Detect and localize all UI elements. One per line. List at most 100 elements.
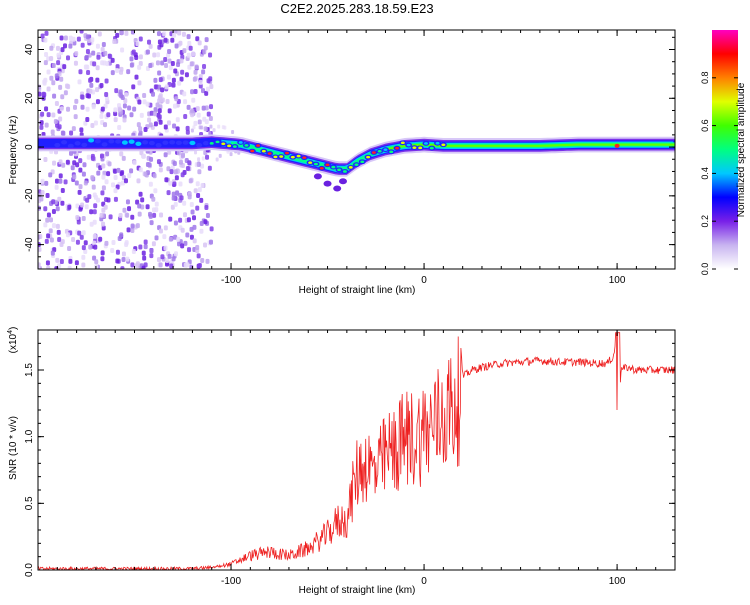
spectrogram-noise-cell	[83, 64, 88, 70]
spectrogram-noise-cell	[165, 99, 170, 105]
spectrogram-noise-cell	[115, 68, 120, 74]
spectrogram-noise-cell	[190, 128, 194, 133]
spectrogram-signal-blob	[67, 143, 74, 149]
spectrogram-noise-cell	[45, 217, 50, 223]
spectrogram-noise-cell	[110, 57, 115, 63]
spectrogram-noise-cell	[186, 52, 191, 58]
spectrogram-noise-cell	[158, 167, 163, 173]
spectrogram-noise-cell	[178, 40, 183, 46]
spectrogram-noise-cell	[112, 38, 117, 44]
spectrogram-signal-blob	[94, 138, 101, 144]
spectrogram-noise-cell	[131, 49, 136, 55]
spectrogram-noise-cell	[57, 196, 62, 202]
snr-y-tick-label: 0.5	[24, 496, 35, 510]
spectrogram-noise-cell	[134, 54, 139, 60]
spectrogram-signal-blob-core	[429, 146, 434, 150]
spectrogram-noise-cell	[188, 178, 193, 184]
spectrogram-noise-cell	[166, 120, 171, 126]
spectrogram-noise-cell	[183, 240, 188, 246]
spectrogram-noise-cell	[186, 34, 191, 40]
spectrogram-noise-cell	[75, 203, 80, 209]
spectrogram-noise-cell	[145, 49, 150, 55]
spectrogram-noise-cell	[126, 69, 131, 75]
spectrogram-noise-cell	[92, 192, 97, 198]
spectrogram-noise-cell	[87, 194, 92, 200]
spectrogram-noise-cell	[218, 153, 222, 158]
spectrogram-noise-cell	[155, 102, 160, 108]
spectrogram-noise-cell	[137, 80, 142, 86]
spectrogram-noise-cell	[95, 87, 100, 93]
spectrogram-signal-blob-core	[389, 150, 394, 154]
spectrogram-y-tick-label: 20	[24, 92, 35, 104]
spectrogram-noise-cell	[152, 212, 157, 218]
spectrogram-noise-cell	[46, 86, 51, 92]
spectrogram-noise-cell	[193, 69, 198, 75]
spectrogram-noise-cell	[90, 37, 95, 43]
spectrogram-noise-cell	[190, 89, 195, 95]
spectrogram-noise-cell	[184, 72, 189, 78]
spectrogram-noise-cell	[173, 30, 178, 34]
spectrogram-noise-cell	[171, 77, 176, 83]
spectrogram-signal-blob	[175, 140, 182, 146]
spectrogram-noise-cell	[186, 217, 191, 223]
spectrogram-noise-cell	[43, 37, 48, 43]
spectrogram-noise-cell	[152, 173, 157, 179]
spectrogram-noise-cell	[43, 60, 48, 66]
spectrogram-noise-cell	[137, 64, 142, 70]
spectrogram-noise-cell	[119, 30, 124, 36]
spectrogram-noise-cell	[40, 189, 45, 195]
spectrogram-noise-cell	[185, 129, 190, 135]
spectrogram-noise-cell	[195, 36, 200, 42]
spectrogram-noise-cell	[166, 74, 171, 80]
spectrogram-noise-cell	[79, 30, 84, 34]
spectrogram-noise-cell	[114, 88, 119, 94]
spectrogram-noise-cell	[197, 40, 202, 46]
spectrogram-noise-cell	[79, 234, 84, 240]
spectrogram-noise-cell	[38, 234, 41, 240]
spectrogram-noise-cell	[153, 77, 158, 83]
spectrogram-noise-cell	[69, 130, 74, 136]
spectrogram-signal-blob	[74, 141, 81, 146]
spectrogram-signal-blob-core	[261, 149, 266, 153]
spectrogram-noise-cell	[38, 246, 42, 252]
spectrogram-noise-cell	[94, 259, 99, 265]
spectrogram-noise-cell	[203, 219, 208, 225]
spectrogram-noise-cell	[187, 160, 192, 166]
spectrogram-signal-band	[221, 139, 674, 173]
spectrogram-signal-blob	[121, 140, 128, 145]
spectrogram-noise-cell	[48, 228, 53, 234]
spectrogram-noise-cell	[115, 258, 120, 264]
spectrogram-noise-cell	[70, 165, 75, 171]
spectrogram-noise-cell	[201, 105, 206, 111]
spectrogram-noise-cell	[217, 124, 221, 129]
snr-series-line	[38, 332, 675, 570]
spectrogram-signal-blob-core	[302, 156, 307, 159]
spectrogram-noise-cell	[63, 35, 68, 41]
spectrogram-signal-blob-core	[354, 163, 359, 166]
spectrogram-noise-cell	[106, 112, 111, 118]
spectrogram-noise-cell	[72, 160, 77, 166]
spectrogram-y-label: Frequency (Hz)	[8, 116, 19, 185]
spectrogram-noise-cell	[124, 30, 129, 36]
spectrogram-signal-blob	[81, 142, 88, 148]
spectrogram-noise-cell	[44, 238, 49, 244]
spectrogram-noise-cell	[185, 262, 190, 268]
spectrogram-noise-cell	[115, 32, 120, 38]
spectrogram-noise-cell	[148, 213, 153, 219]
spectrogram-noise-cell	[209, 239, 214, 245]
spectrogram-noise-cell	[209, 83, 214, 89]
spectrogram-noise-cell	[60, 47, 65, 53]
spectrogram-noise-cell	[85, 34, 90, 40]
spectrogram-signal-blob	[135, 141, 142, 146]
spectrogram-noise-cell	[173, 169, 178, 175]
spectrogram-noise-cell	[108, 214, 113, 220]
spectrogram-noise-cell	[43, 77, 48, 83]
spectrogram-noise-cell	[135, 41, 140, 47]
spectrogram-noise-cell	[160, 97, 165, 103]
spectrogram-signal-blob-core	[285, 151, 290, 155]
spectrogram-noise-cell	[129, 168, 134, 174]
spectrogram-noise-cell	[149, 253, 154, 259]
spectrogram-noise-cell	[138, 36, 143, 42]
spectrogram-noise-cell	[118, 89, 123, 95]
colorbar-ticks: 0.0 0.2 0.4 0.6 0.8	[700, 72, 738, 275]
